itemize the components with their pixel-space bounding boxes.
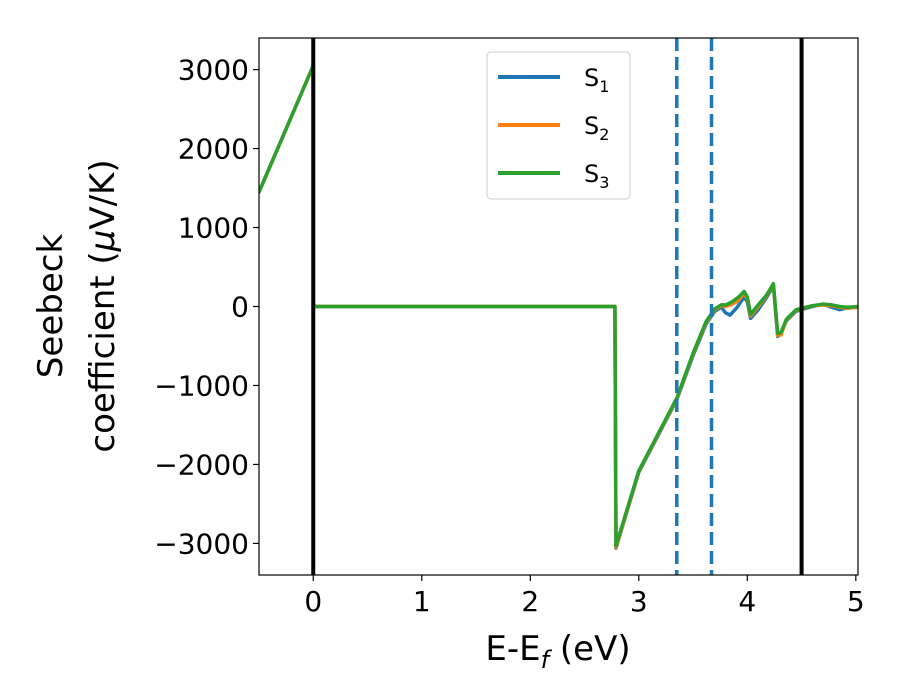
legend-label-s3: S3 [584,160,609,192]
legend-label-s1: S1 [584,64,609,96]
series-layer [259,63,858,550]
series-line-s3 [259,63,858,548]
y-axis-label-line1: Seebeck [31,234,71,379]
x-axis-label-main: E-E [485,629,540,669]
x-tick-label: 5 [847,585,865,618]
x-tick-label: 1 [413,585,431,618]
y-axis-label-mu: μ [83,230,123,253]
y-axis-label-pre: coefficient ( [83,251,123,452]
y-tick-label: 1000 [178,212,249,245]
legend-label-main: S [584,112,599,140]
legend-label-sub: 1 [599,77,609,96]
x-tick-label: 4 [738,585,756,618]
y-axis-label-post: V/K) [83,159,123,229]
x-tick-label: 0 [304,585,322,618]
legend-label-main: S [584,64,599,92]
legend-label-sub: 3 [599,173,609,192]
y-axis-label-line2: coefficient (μV/K) [83,159,123,452]
legend-label-s2: S2 [584,112,609,144]
vline-layer [311,38,804,575]
y-axis-label: Seebeck coefficient (μV/K) [31,159,123,452]
y-tick-label: 3000 [178,54,249,87]
y-tick-label: −3000 [154,527,249,560]
x-axis-label: E-Ef (eV) [485,629,630,674]
y-axis-ticks: 3000 2000 1000 0 −1000 −2000 −3000 [154,54,259,560]
y-tick-label: 0 [231,291,249,324]
x-tick-label: 3 [630,585,648,618]
x-axis-ticks: 0 1 2 3 4 5 [304,575,865,618]
y-tick-label: −1000 [154,369,249,402]
y-tick-label: 2000 [178,133,249,166]
y-tick-label: −2000 [154,448,249,481]
legend-label-sub: 2 [599,125,609,144]
x-tick-label: 2 [521,585,539,618]
x-axis-label-unit: (eV) [549,629,631,669]
legend-label-main: S [584,160,599,188]
